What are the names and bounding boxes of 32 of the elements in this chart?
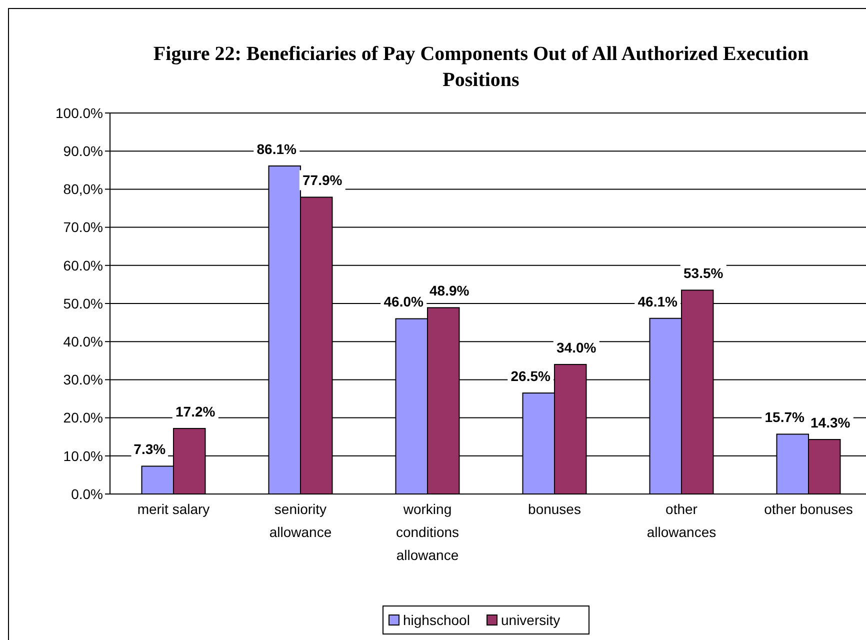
data-label: 15.7% [764, 409, 806, 426]
y-tick-label: 40.0% [63, 334, 103, 350]
x-tick-label: bonuses [528, 501, 581, 517]
chart-title: Figure 22: Beneficiaries of Pay Components Out of All Authorized Execution Positions [153, 43, 809, 91]
data-label: 34.0% [556, 339, 597, 356]
data-label: 48.9% [430, 282, 470, 299]
legend-label: university [501, 612, 560, 628]
data-label: 53.5% [684, 265, 724, 282]
y-tick-label: 60.0% [63, 257, 103, 274]
legend-label: highschool [403, 612, 470, 628]
data-label: 86.1% [256, 140, 298, 157]
data-label: 26.5% [510, 368, 552, 384]
x-tick-label: other bonuses [764, 501, 853, 517]
y-tick-label: 30.0% [63, 372, 103, 388]
x-tick-label: seniority allowance [269, 501, 332, 540]
y-tick-label: 70.0% [63, 219, 103, 236]
data-label: 46.0% [384, 294, 424, 310]
y-tick-label: 0.0% [71, 486, 103, 502]
y-tick-label: 90.0% [63, 143, 103, 159]
data-label: 77.9% [302, 172, 343, 188]
x-tick-label: merit salary [137, 501, 210, 517]
x-tick-label: working conditions allowance [396, 501, 460, 563]
data-label: 46.1% [638, 293, 678, 310]
y-tick-label: 20.0% [63, 410, 103, 426]
y-tick-label: 100.0% [56, 104, 103, 121]
x-tick-label: other allowances [646, 501, 716, 540]
y-tick-label: 50.0% [63, 295, 103, 312]
data-label: 17.2% [176, 403, 216, 420]
data-label: 7.3% [134, 441, 166, 458]
y-tick-label: 80,0% [63, 181, 103, 198]
y-tick-label: 10.0% [63, 448, 103, 464]
data-label: 14.3% [810, 414, 851, 431]
